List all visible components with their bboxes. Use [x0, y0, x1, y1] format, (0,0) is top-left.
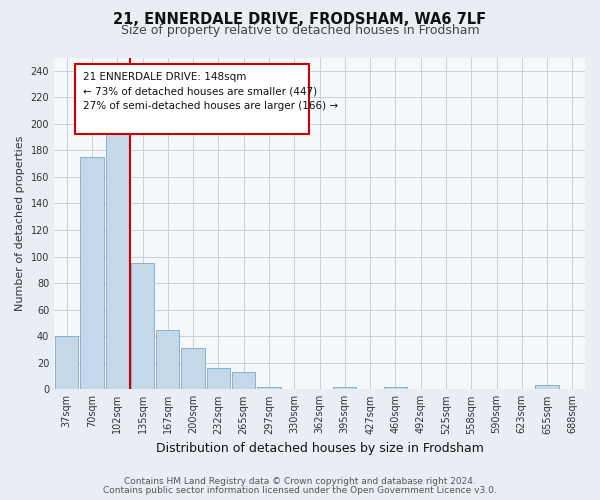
Bar [131, 263, 154, 390]
Bar [80, 157, 104, 390]
Bar [156, 330, 179, 390]
Text: 21 ENNERDALE DRIVE: 148sqm
← 73% of detached houses are smaller (447)
27% of sem: 21 ENNERDALE DRIVE: 148sqm ← 73% of deta… [83, 72, 338, 111]
Text: Contains public sector information licensed under the Open Government Licence v3: Contains public sector information licen… [103, 486, 497, 495]
Bar [207, 368, 230, 390]
Bar [535, 386, 559, 390]
Bar [232, 372, 256, 390]
Text: Size of property relative to detached houses in Frodsham: Size of property relative to detached ho… [121, 24, 479, 37]
Bar [384, 386, 407, 390]
Bar [333, 386, 356, 390]
Bar [55, 336, 79, 390]
Text: 21, ENNERDALE DRIVE, FRODSHAM, WA6 7LF: 21, ENNERDALE DRIVE, FRODSHAM, WA6 7LF [113, 12, 487, 28]
X-axis label: Distribution of detached houses by size in Frodsham: Distribution of detached houses by size … [155, 442, 484, 455]
Bar [181, 348, 205, 390]
FancyBboxPatch shape [75, 64, 309, 134]
Bar [257, 386, 281, 390]
Text: Contains HM Land Registry data © Crown copyright and database right 2024.: Contains HM Land Registry data © Crown c… [124, 477, 476, 486]
Bar [106, 134, 129, 390]
Y-axis label: Number of detached properties: Number of detached properties [15, 136, 25, 311]
